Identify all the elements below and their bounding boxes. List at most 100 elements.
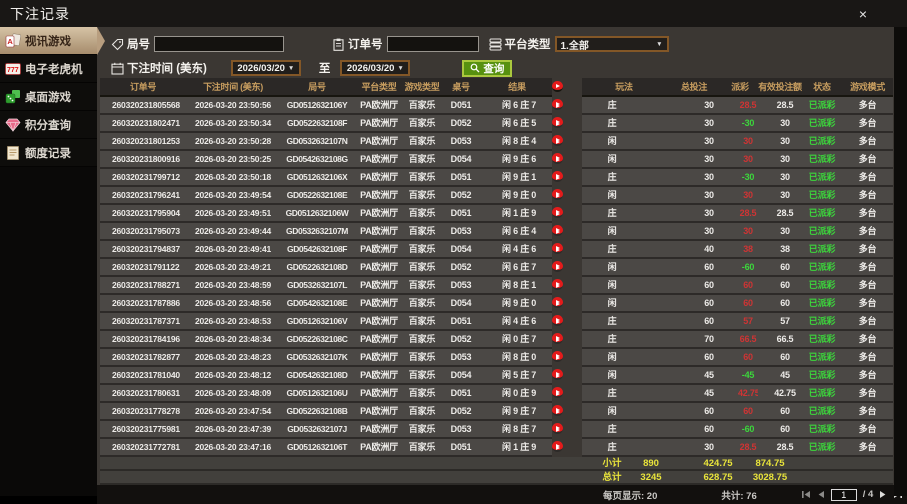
cell-method: 闲: [582, 276, 666, 295]
cell-mode: 多台: [842, 420, 893, 439]
play-video-icon[interactable]: [552, 335, 563, 343]
cell-result: 闲 9 庄 7: [482, 402, 552, 421]
platform-type-select[interactable]: 1.全部 ▼: [554, 36, 669, 52]
cell-valid: 30: [758, 132, 802, 151]
play-video-icon[interactable]: [552, 209, 563, 217]
cell-play: [552, 189, 563, 201]
cell-valid: 30: [758, 168, 802, 187]
order-no-input[interactable]: [386, 36, 479, 52]
cell-status: 已派彩: [802, 366, 842, 385]
sidebar-item-label: 视讯游戏: [25, 35, 71, 48]
sidebar: A 视讯游戏 777 电子老虎机 桌面游戏 积分查询: [0, 27, 105, 496]
col-header-round: 局号: [280, 78, 354, 97]
close-icon[interactable]: ×: [858, 5, 867, 22]
play-video-icon[interactable]: [552, 245, 563, 253]
cell-platform: PA欧洲厅: [354, 276, 404, 295]
cell-tableno: D051: [440, 204, 482, 223]
cell-round: GD0532632107M: [280, 222, 354, 241]
grand-total-valid-bet: 3028.75: [752, 472, 788, 483]
cell-payout: 42.75: [722, 384, 758, 403]
play-video-icon[interactable]: [552, 281, 563, 289]
dice-icon: [5, 89, 21, 105]
cell-round: GD0542632108D: [280, 366, 354, 385]
subtotal-row: 小计 890 424.75 874.75: [100, 457, 893, 471]
cell-game: 百家乐: [404, 114, 440, 133]
sidebar-item-points-query[interactable]: 积分查询: [0, 111, 97, 139]
cell-total: 30: [666, 150, 722, 169]
cell-platform: PA欧洲厅: [354, 366, 404, 385]
cell-tableno: D054: [440, 240, 482, 259]
cell-tableno: D052: [440, 330, 482, 349]
play-video-icon[interactable]: [552, 119, 563, 127]
cell-order: 260320231787371: [100, 312, 186, 331]
play-video-icon[interactable]: [552, 227, 563, 235]
cell-tableno: D053: [440, 276, 482, 295]
cell-valid: 60: [758, 294, 802, 313]
cell-payout: 57: [722, 312, 758, 331]
bet-time-label: 下注时间 (美东): [127, 63, 207, 75]
first-page-icon[interactable]: [801, 490, 811, 499]
cell-method: 闲: [582, 258, 666, 277]
play-video-icon[interactable]: [552, 425, 563, 433]
play-video-icon[interactable]: [552, 173, 563, 181]
cell-result: 闲 9 庄 0: [482, 186, 552, 205]
sidebar-item-table-games[interactable]: 桌面游戏: [0, 83, 97, 111]
cell-valid: 60: [758, 258, 802, 277]
cell-play: [552, 333, 563, 345]
date-from-picker[interactable]: 2026/03/20 ▼: [230, 60, 301, 76]
cell-valid: 60: [758, 420, 802, 439]
cell-order: 260320231781040: [100, 366, 186, 385]
cell-platform: PA欧洲厅: [354, 258, 404, 277]
cell-game: 百家乐: [404, 330, 440, 349]
cell-order: 260320231799712: [100, 168, 186, 187]
cell-valid: 28.5: [758, 204, 802, 223]
cell-mode: 多台: [842, 348, 893, 367]
cell-method: 庄: [582, 168, 666, 187]
calendar-icon: [111, 62, 124, 75]
cell-order: 260320231780631: [100, 384, 186, 403]
cell-game: 百家乐: [404, 240, 440, 259]
play-video-icon[interactable]: [552, 353, 563, 361]
search-button[interactable]: 查询: [462, 59, 513, 77]
cell-play: [552, 135, 563, 147]
next-page-icon[interactable]: [879, 490, 887, 499]
page-number-input[interactable]: [830, 488, 857, 501]
table-row: 260320231784196 2026-03-20 23:48:34 GD0522…: [100, 330, 893, 349]
prev-page-icon[interactable]: [817, 490, 825, 499]
cell-valid: 30: [758, 114, 802, 133]
cell-platform: PA欧洲厅: [354, 186, 404, 205]
play-video-icon[interactable]: [552, 443, 563, 451]
sidebar-item-live-games[interactable]: A 视讯游戏: [0, 27, 105, 55]
play-video-icon[interactable]: [552, 263, 563, 271]
play-video-icon[interactable]: [552, 137, 563, 145]
cell-method: 闲: [582, 132, 666, 151]
cell-round: GD0512632106T: [280, 438, 354, 457]
cell-status: 已派彩: [802, 186, 842, 205]
play-video-icon[interactable]: [552, 371, 563, 379]
sidebar-item-slots[interactable]: 777 电子老虎机: [0, 55, 97, 83]
play-video-icon[interactable]: [552, 191, 563, 199]
sidebar-item-credit-records[interactable]: 额度记录: [0, 139, 97, 167]
cell-method: 闲: [582, 348, 666, 367]
play-video-icon[interactable]: [552, 101, 563, 109]
play-video-icon[interactable]: [552, 299, 563, 307]
play-video-icon[interactable]: [552, 317, 563, 325]
cell-valid: 45: [758, 366, 802, 385]
cell-total: 60: [666, 402, 722, 421]
table-row: 260320231791122 2026-03-20 23:49:21 GD0522…: [100, 258, 893, 277]
play-video-icon[interactable]: [552, 407, 563, 415]
cell-platform: PA欧洲厅: [354, 384, 404, 403]
cell-play: [552, 441, 563, 453]
cell-result: 闲 1 庄 9: [482, 204, 552, 223]
cell-game: 百家乐: [404, 96, 440, 115]
cell-time: 2026-03-20 23:48:59: [186, 276, 280, 295]
cell-mode: 多台: [842, 438, 893, 457]
col-header-play: [552, 81, 563, 93]
cell-tableno: D054: [440, 366, 482, 385]
date-to-picker[interactable]: 2026/03/20 ▼: [340, 60, 411, 76]
round-no-input[interactable]: [154, 36, 284, 52]
cell-payout: -45: [722, 366, 758, 385]
cell-mode: 多台: [842, 186, 893, 205]
play-video-icon[interactable]: [552, 389, 563, 397]
play-video-icon[interactable]: [552, 155, 563, 163]
